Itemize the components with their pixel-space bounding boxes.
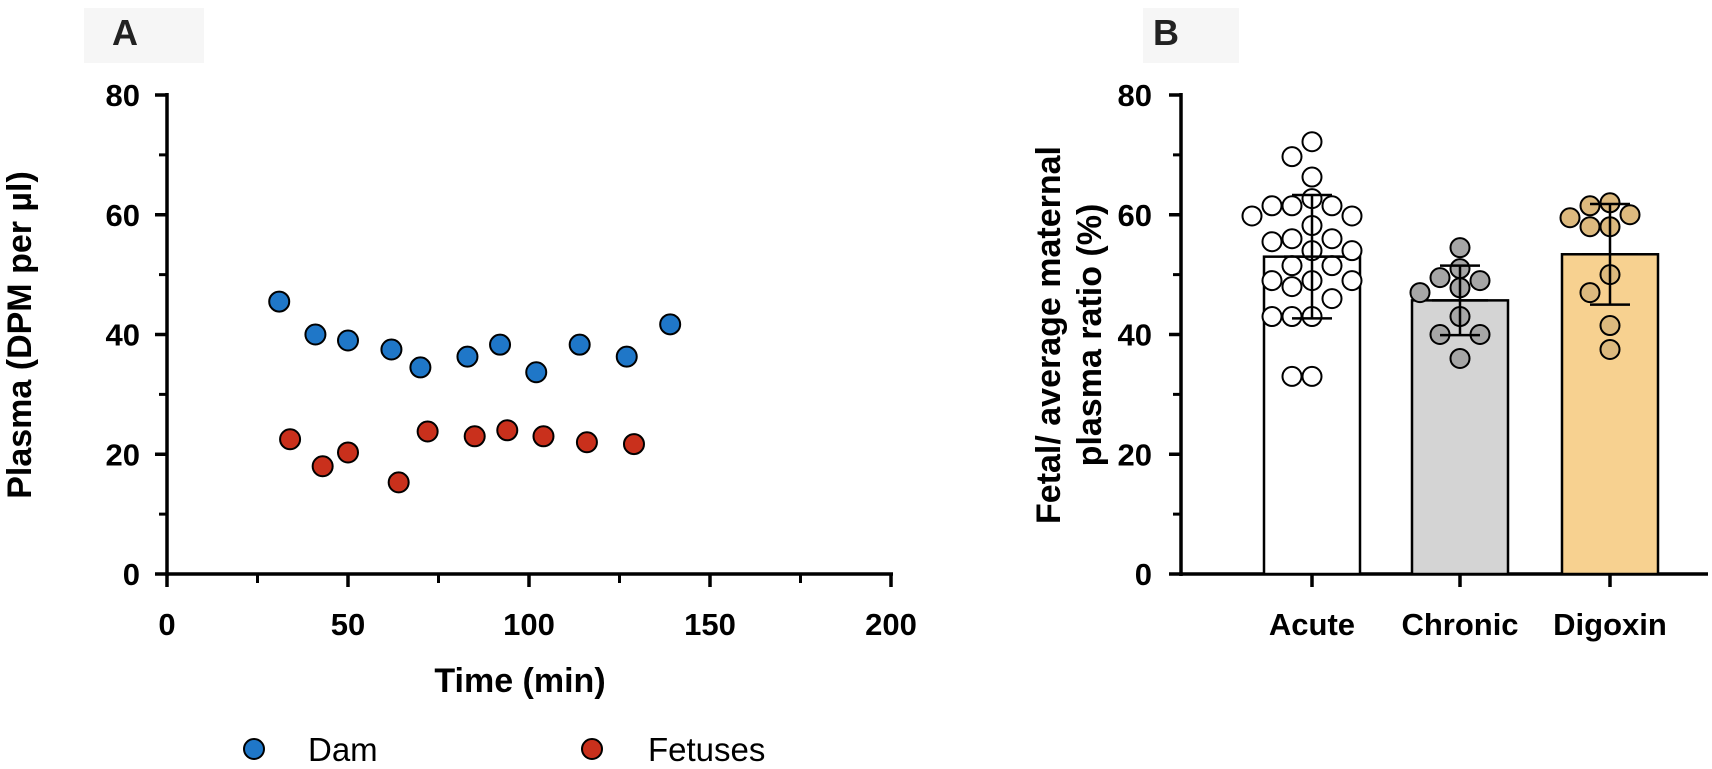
fetuses-point [532, 425, 555, 448]
panel-b-label: B [1153, 12, 1179, 53]
acute-point [1321, 255, 1343, 277]
x-tick-label-150: 150 [684, 607, 736, 642]
fetuses-point [416, 420, 439, 443]
y-tick-label-20: 20 [106, 437, 140, 472]
dam-point [304, 323, 327, 346]
category-label-digoxin: Digoxin [1553, 607, 1667, 642]
acute-point [1341, 205, 1363, 227]
acute-point [1321, 288, 1343, 310]
fetuses-point [463, 425, 486, 448]
digoxin-point [1619, 204, 1641, 226]
digoxin-point [1559, 207, 1581, 229]
x-axis-title: Time (min) [434, 662, 605, 700]
x-tick-label-50: 50 [331, 607, 365, 642]
fetuses-point [622, 433, 645, 456]
acute-point [1281, 255, 1303, 277]
legend-fetuses-marker [581, 738, 603, 760]
digoxin-point [1579, 195, 1601, 217]
chronic-point [1449, 347, 1471, 369]
y-tick-label-80: 80 [106, 78, 140, 113]
fetuses-point [575, 431, 598, 454]
x-tick-label-100: 100 [503, 607, 555, 642]
y-tick-label-b-60: 60 [1118, 198, 1152, 233]
y-tick-label-b-20: 20 [1118, 437, 1152, 472]
fetuses-point [496, 419, 519, 442]
chronic-point [1449, 237, 1471, 259]
legend-fetuses-label: Fetuses [648, 731, 765, 768]
digoxin-point [1579, 216, 1601, 238]
acute-point [1301, 365, 1323, 387]
fetuses-point [337, 441, 359, 464]
acute-point [1281, 276, 1303, 298]
acute-point [1321, 228, 1343, 250]
category-label-chronic: Chronic [1401, 607, 1518, 642]
y-axis-title-b-line1: Fetal/ average maternal [1030, 146, 1068, 524]
dam-point [337, 329, 359, 352]
dam-point [489, 333, 512, 356]
acute-point [1281, 228, 1303, 250]
panel-a-label-box [84, 8, 204, 63]
digoxin-point [1599, 315, 1621, 337]
category-label-acute: Acute [1269, 607, 1355, 642]
dam-point [380, 338, 403, 361]
acute-point [1261, 306, 1283, 328]
y-tick-label-60: 60 [106, 198, 140, 233]
bar-chronic [1410, 299, 1510, 576]
chronic-point [1429, 267, 1451, 289]
acute-point [1281, 195, 1303, 217]
y-axis-title: Plasma (DPM per µl) [1, 171, 39, 499]
dam-point [659, 313, 682, 336]
y-tick-label-b-0: 0 [1135, 557, 1152, 592]
acute-point [1341, 270, 1363, 292]
y-tick-label-0: 0 [123, 557, 140, 592]
dam-point [456, 345, 479, 368]
digoxin-point [1579, 282, 1601, 304]
acute-point [1281, 365, 1303, 387]
dam-point [568, 333, 591, 356]
x-tick-label-0: 0 [158, 607, 175, 642]
panel-a-label: A [112, 12, 138, 53]
legend-dam-marker [243, 738, 265, 760]
bar-digoxin [1560, 253, 1660, 576]
acute-point [1281, 146, 1303, 168]
x-tick-label-200: 200 [865, 607, 917, 642]
acute-point [1301, 131, 1323, 153]
acute-point [1341, 240, 1363, 262]
y-tick-label-b-80: 80 [1118, 78, 1152, 113]
dam-point [525, 361, 548, 384]
chronic-point [1469, 270, 1491, 292]
dam-point [615, 345, 638, 368]
acute-point [1241, 205, 1263, 227]
panel-b-label-box [1143, 8, 1239, 63]
acute-point [1261, 195, 1283, 217]
legend: Dam Fetuses [243, 731, 765, 768]
acute-point [1261, 270, 1283, 292]
acute-point [1261, 231, 1283, 253]
fetuses-point [387, 471, 410, 494]
digoxin-point [1599, 338, 1621, 360]
fetuses-point [311, 455, 334, 478]
y-axis-title-b-line2: plasma ratio (%) [1071, 204, 1109, 467]
y-tick-label-40: 40 [106, 318, 140, 353]
chronic-point [1409, 282, 1431, 304]
y-tick-label-b-40: 40 [1118, 318, 1152, 353]
fetuses-point [279, 428, 302, 451]
scatter-chart-panel: 0 20 40 60 80 0 50 100 150 200 Time (min) Plasma… [1, 78, 917, 700]
dam-point [268, 290, 291, 313]
dam-point [409, 356, 432, 379]
bar-chart-panel: 0 20 40 60 80 Acute Chronic Digoxin Fetal/ ave… [1030, 78, 1708, 642]
legend-dam-label: Dam [308, 731, 378, 768]
acute-point [1281, 306, 1303, 328]
acute-point [1301, 166, 1323, 188]
acute-point [1321, 195, 1343, 217]
